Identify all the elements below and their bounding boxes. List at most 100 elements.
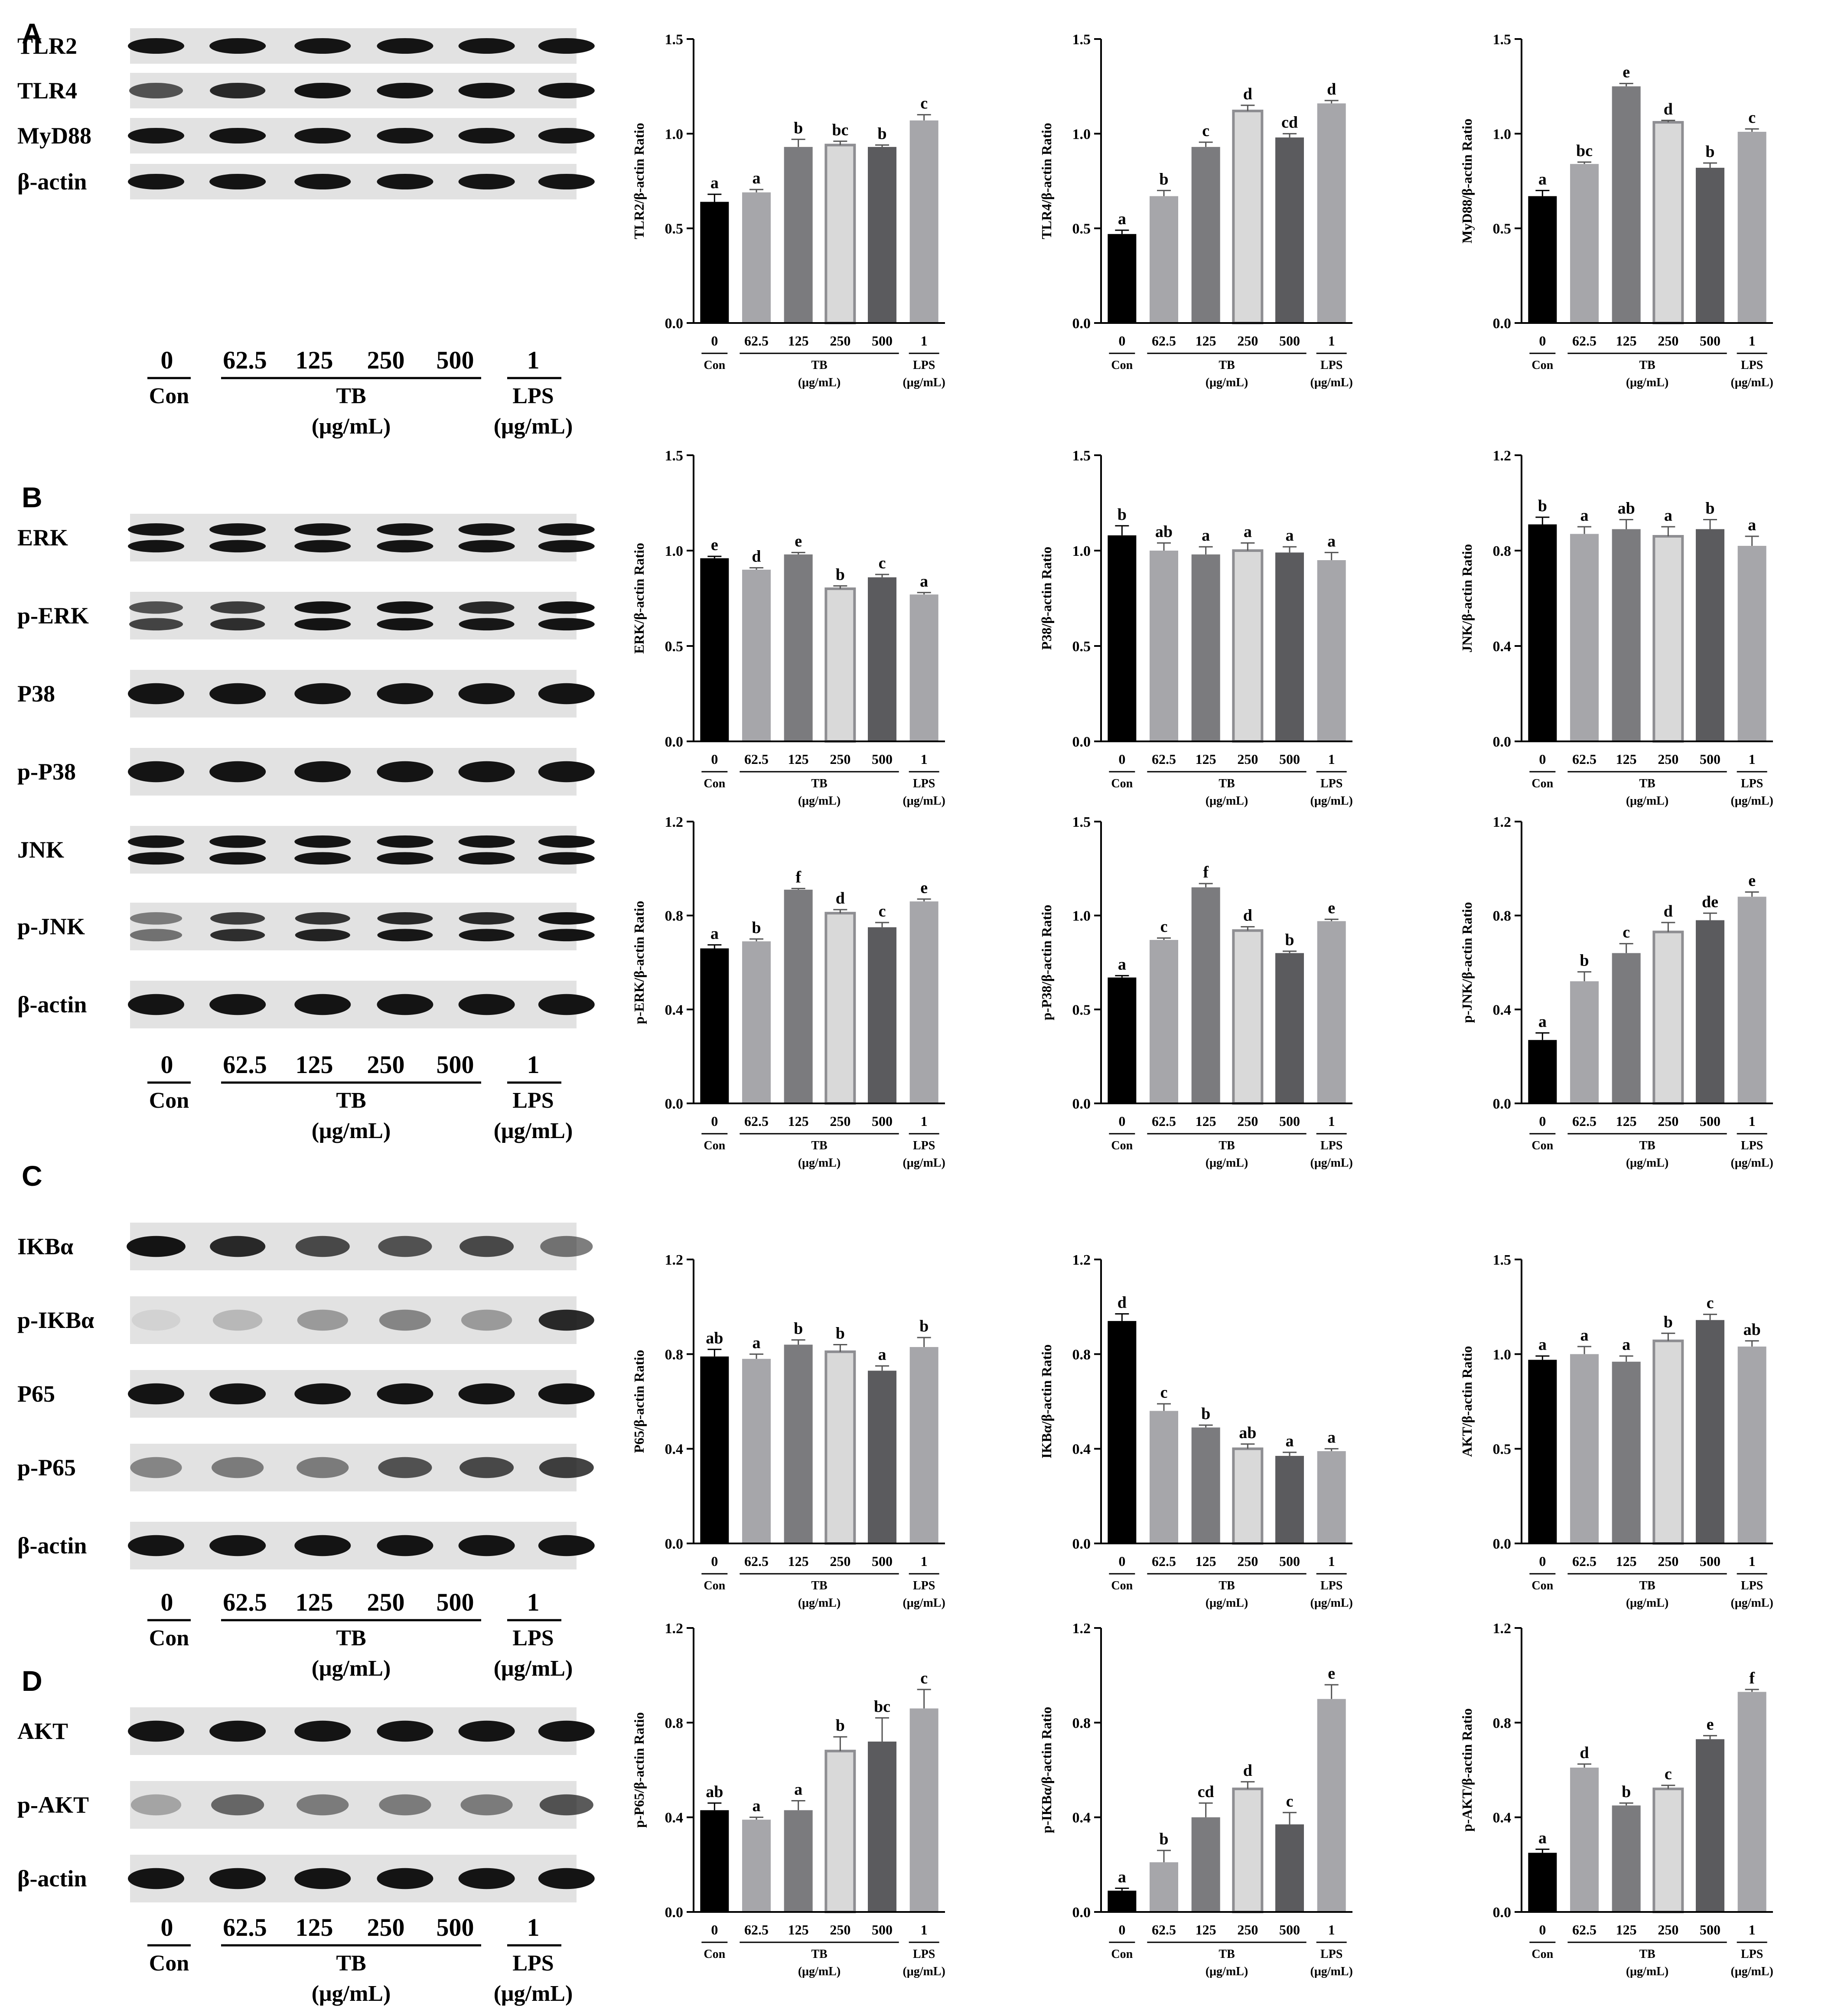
- lane-number: 0: [161, 346, 173, 374]
- band: [377, 929, 433, 942]
- band: [538, 994, 595, 1015]
- lps-label: LPS: [1320, 1579, 1342, 1592]
- blot-label: p-AKT: [17, 1792, 89, 1818]
- chart-14: 0.0 0.4 0.8 1.2 p-AKT/β-actin Ratio a 0 d 62.5 b 1…: [1459, 1621, 1773, 1978]
- x-tick-label: 250: [1658, 333, 1678, 349]
- x-tick-label: 125: [1196, 333, 1216, 349]
- tb-unit: (μg/mL): [312, 414, 391, 439]
- blot-label: IKBα: [17, 1233, 73, 1259]
- band: [209, 540, 266, 553]
- tb-label: TB: [1219, 1579, 1235, 1592]
- band: [127, 1236, 186, 1257]
- lane-number: 125: [296, 1050, 333, 1079]
- lps-label: LPS: [1741, 1579, 1763, 1592]
- significance-letter: e: [1328, 899, 1335, 917]
- blot-b-4: JNK: [17, 826, 595, 874]
- blot-d-0: AKT: [17, 1707, 595, 1755]
- x-tick-label: 62.5: [1572, 751, 1597, 767]
- x-tick-label: 250: [830, 333, 850, 349]
- blot-c-1: p-IKBα: [17, 1296, 594, 1344]
- band: [294, 38, 351, 54]
- x-tick-label: 125: [1196, 1113, 1216, 1129]
- band: [128, 1720, 184, 1742]
- x-tick-label: 0: [1118, 1553, 1125, 1569]
- lps-unit: (μg/mL): [1731, 376, 1773, 389]
- x-tick-label: 1: [1328, 1113, 1335, 1129]
- lane-number: 1: [527, 346, 540, 374]
- x-tick-label: 250: [1658, 1922, 1678, 1938]
- y-tick-label: 0.5: [1072, 639, 1091, 655]
- x-tick-label: 62.5: [1152, 1113, 1176, 1129]
- band: [377, 127, 433, 144]
- x-tick-label: 250: [830, 1922, 850, 1938]
- bar: [1275, 552, 1304, 741]
- y-tick-label: 1.0: [1072, 908, 1091, 924]
- band: [378, 1457, 432, 1478]
- blot-label: MyD88: [17, 123, 91, 149]
- y-tick-label: 1.2: [1493, 814, 1512, 830]
- y-tick-label: 1.5: [1493, 1252, 1512, 1268]
- bar: [824, 1350, 856, 1545]
- significance-letter: e: [920, 879, 928, 897]
- significance-letter: b: [752, 919, 761, 937]
- band: [294, 618, 351, 631]
- significance-letter: e: [1623, 63, 1630, 82]
- band: [210, 1236, 266, 1257]
- significance-letter: d: [1664, 902, 1673, 920]
- bar: [824, 912, 856, 1105]
- bar: [909, 1708, 938, 1912]
- band: [294, 994, 351, 1015]
- con-label: Con: [149, 1626, 189, 1651]
- band: [128, 852, 184, 865]
- significance-letter: c: [1286, 1792, 1294, 1810]
- band: [209, 1720, 266, 1742]
- y-tick-label: 1.5: [1493, 32, 1512, 48]
- blot-c-3: p-P65: [17, 1444, 594, 1491]
- western-blot-area: TLR2 TLR4 MyD88 β-actin 0 62.5 125 250 500 1 Con TB…: [17, 28, 595, 2006]
- significance-letter: a: [1327, 532, 1336, 550]
- band: [377, 540, 433, 553]
- band: [295, 929, 350, 942]
- y-tick-label: 0.8: [665, 908, 684, 924]
- band: [458, 523, 515, 536]
- band: [209, 1383, 266, 1405]
- bar: [1696, 1320, 1724, 1543]
- y-tick-label: 0.8: [1493, 543, 1512, 559]
- y-axis-label: p-JNK/β-actin Ratio: [1459, 902, 1475, 1023]
- band: [294, 82, 351, 99]
- significance-letter: f: [1203, 863, 1209, 881]
- lane-number: 0: [161, 1050, 173, 1079]
- bar: [1696, 167, 1724, 323]
- significance-letter: c: [920, 95, 928, 113]
- significance-letter: d: [836, 889, 845, 907]
- blot-label: p-IKBα: [17, 1307, 94, 1333]
- tb-unit: (μg/mL): [1626, 794, 1668, 808]
- y-tick-label: 0.5: [1072, 1002, 1091, 1018]
- y-tick-label: 1.2: [1072, 1621, 1091, 1637]
- bar: [1652, 1339, 1684, 1545]
- lps-label: LPS: [1741, 359, 1763, 372]
- y-tick-label: 0.8: [665, 1715, 684, 1731]
- con-label: Con: [704, 777, 725, 790]
- blot-b-2: P38: [17, 670, 595, 718]
- band: [538, 601, 595, 614]
- blot-b-0: ERK: [17, 514, 595, 561]
- bar: [1150, 940, 1178, 1103]
- lps-unit: (μg/mL): [1310, 794, 1353, 808]
- band: [458, 38, 515, 54]
- y-axis-label: IKBα/β-actin Ratio: [1039, 1344, 1054, 1458]
- y-tick-label: 1.5: [665, 32, 684, 48]
- tb-unit: (μg/mL): [798, 1965, 841, 1978]
- band: [130, 1457, 182, 1478]
- tb-label: TB: [1639, 1947, 1655, 1961]
- con-label: Con: [1111, 1139, 1133, 1152]
- bar: [1528, 1360, 1557, 1543]
- tb-unit: (μg/mL): [798, 376, 841, 389]
- bar: [742, 570, 771, 741]
- x-tick-label: 1: [1749, 333, 1756, 349]
- band: [458, 835, 515, 848]
- x-tick-label: 0: [711, 333, 718, 349]
- bar: [1150, 1411, 1178, 1543]
